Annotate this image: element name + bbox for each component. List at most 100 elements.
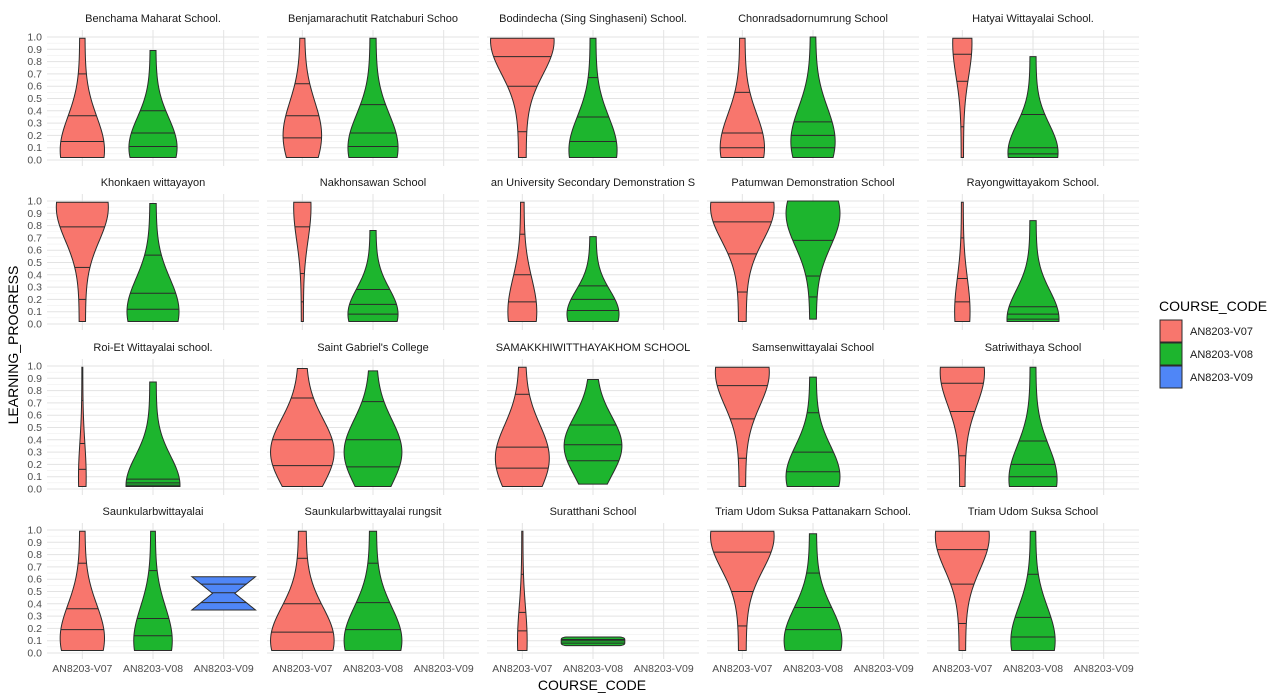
facet-panel: SAMAKKHIWITTHAYAKHOM SCHOOL <box>487 342 699 495</box>
violin-an8203-v07 <box>934 530 990 652</box>
y-tick-label: 0.7 <box>27 68 42 80</box>
violin-an8203-v08 <box>568 37 618 159</box>
violin-an8203-v07 <box>282 37 323 159</box>
y-tick-label: 0.7 <box>27 397 42 409</box>
y-tick-label: 0.4 <box>27 598 42 610</box>
facet-panel: Benjamarachutit Ratchaburi Schoo <box>267 13 479 166</box>
facet-panel: Patumwan Demonstration School <box>707 177 919 330</box>
y-tick-label: 0.1 <box>27 635 42 647</box>
violin-an8203-v07 <box>710 201 775 323</box>
x-tick-label: AN8203-V07 <box>932 663 992 675</box>
facet-title: Samsenwittayalai School <box>752 342 874 354</box>
y-tick-label: 0.3 <box>27 282 42 294</box>
facet-title: Roi-Et Wittayalai school. <box>93 342 212 354</box>
y-tick-label: 0.7 <box>27 561 42 573</box>
facet-panel: Nakhonsawan School <box>267 177 479 330</box>
facet-panel: Bodindecha (Sing Singhaseni) School. <box>487 13 699 166</box>
violin-an8203-v08 <box>785 376 841 488</box>
violin-an8203-v08 <box>133 530 173 652</box>
x-tick-label: AN8203-V07 <box>492 663 552 675</box>
facet-panel: Triam Udom Suksa School AN8203-V07 AN8203-… <box>927 506 1139 675</box>
x-tick-label: AN8203-V08 <box>783 663 843 675</box>
legend-label: AN8203-V08 <box>1190 349 1253 361</box>
y-tick-label: 0.8 <box>27 56 42 68</box>
violin-an8203-v07 <box>490 37 555 159</box>
facet-title: Saint Gabriel's College <box>317 342 429 354</box>
violin-an8203-v08 <box>563 379 623 485</box>
x-tick-label: AN8203-V08 <box>1003 663 1063 675</box>
legend-label: AN8203-V09 <box>1190 372 1253 384</box>
x-tick-label: AN8203-V08 <box>343 663 403 675</box>
y-tick-label: 0.9 <box>27 537 42 549</box>
legend-key <box>1159 342 1183 366</box>
y-tick-label: 1.0 <box>27 196 42 208</box>
violin-an8203-v08 <box>566 236 620 323</box>
y-tick-label: 0.3 <box>27 447 42 459</box>
y-tick-label: 0.6 <box>27 410 42 422</box>
facet-title: Khonkaen wittayayon <box>101 177 206 189</box>
facet-title: Bodindecha (Sing Singhaseni) School. <box>499 13 687 25</box>
legend-title: COURSE_CODE <box>1159 298 1267 314</box>
facet-panel: Chonradsadornumrung School <box>707 13 919 166</box>
legend-key <box>1159 319 1183 343</box>
facet-title: Triam Udom Suksa School <box>968 506 1098 518</box>
y-tick-label: 0.4 <box>27 269 42 281</box>
violin-an8203-v08 <box>1006 220 1060 323</box>
violin-an8203-v07 <box>954 201 971 323</box>
violin-an8203-v08 <box>790 36 836 159</box>
y-tick-label: 0.2 <box>27 294 42 306</box>
violin-an8203-v08 <box>347 230 399 323</box>
x-tick-label: AN8203-V09 <box>194 663 254 675</box>
y-tick-label: 1.0 <box>27 525 42 537</box>
facet-panel: Suratthani School AN8203-V07 AN8203-V08 AN8… <box>487 506 699 675</box>
x-tick-label: AN8203-V08 <box>563 663 623 675</box>
violin-an8203-v07 <box>952 37 973 159</box>
violin-an8203-v07 <box>714 366 770 488</box>
violin-an8203-v08 <box>1007 56 1059 159</box>
y-tick-label: 0.7 <box>27 232 42 244</box>
y-tick-label: 0.5 <box>27 422 42 434</box>
y-tick-label: 0.0 <box>27 319 42 331</box>
violin-an8203-v07 <box>293 201 312 323</box>
y-tick-label: 0.5 <box>27 93 42 105</box>
y-tick-label: 1.0 <box>27 361 42 373</box>
y-tick-label: 0.4 <box>27 434 42 446</box>
legend-label: AN8203-V07 <box>1190 326 1253 338</box>
y-tick-label: 0.1 <box>27 306 42 318</box>
y-tick-label: 0.5 <box>27 586 42 598</box>
facet-panel: an University Secondary Demonstration S <box>487 177 699 330</box>
y-tick-label: 0.8 <box>27 549 42 561</box>
x-tick-label: AN8203-V07 <box>272 663 332 675</box>
facet-title: Benjamarachutit Ratchaburi Schoo <box>288 13 458 25</box>
violin-an8203-v07 <box>710 530 775 652</box>
facet-panel: Saunkularbwittayalai rungsit AN8203-V07 AN… <box>267 506 479 675</box>
violin-an8203-v08 <box>560 636 626 647</box>
y-tick-label: 0.0 <box>27 155 42 167</box>
violin-an8203-v08 <box>343 370 403 488</box>
y-axis-title: LEARNING_PROGRESS <box>5 266 21 425</box>
x-tick-label: AN8203-V09 <box>1074 663 1134 675</box>
y-tick-label: 0.2 <box>27 130 42 142</box>
y-tick-label: 0.6 <box>27 245 42 257</box>
facet-panel: Roi-Et Wittayalai school. 0.00.10.20.30.4… <box>27 342 259 496</box>
facet-title: Triam Udom Suksa Pattanakarn School. <box>715 506 911 518</box>
legend-key <box>1159 365 1183 389</box>
legend: COURSE_CODE AN8203-V07 AN8203-V08 AN8203-V… <box>1159 298 1267 389</box>
facet-title: Nakhonsawan School <box>320 177 426 189</box>
x-tick-label: AN8203-V09 <box>634 663 694 675</box>
y-tick-label: 0.9 <box>27 373 42 385</box>
violin-an8203-v08 <box>783 533 843 652</box>
facet-title: an University Secondary Demonstration S <box>491 177 695 189</box>
y-tick-label: 0.6 <box>27 81 42 93</box>
facet-title: Suratthani School <box>550 506 637 518</box>
y-tick-label: 0.8 <box>27 220 42 232</box>
facet-title: Satriwithaya School <box>985 342 1082 354</box>
y-tick-label: 0.1 <box>27 471 42 483</box>
x-tick-label: AN8203-V09 <box>414 663 474 675</box>
violin-an8203-v07 <box>270 367 335 488</box>
facet-panel: Satriwithaya School <box>927 342 1139 495</box>
violin-an8203-v07 <box>55 201 109 323</box>
facet-panel: Saunkularbwittayalai0.00.10.20.30.40.50.… <box>27 506 259 675</box>
violin-an8203-v07 <box>494 366 550 488</box>
